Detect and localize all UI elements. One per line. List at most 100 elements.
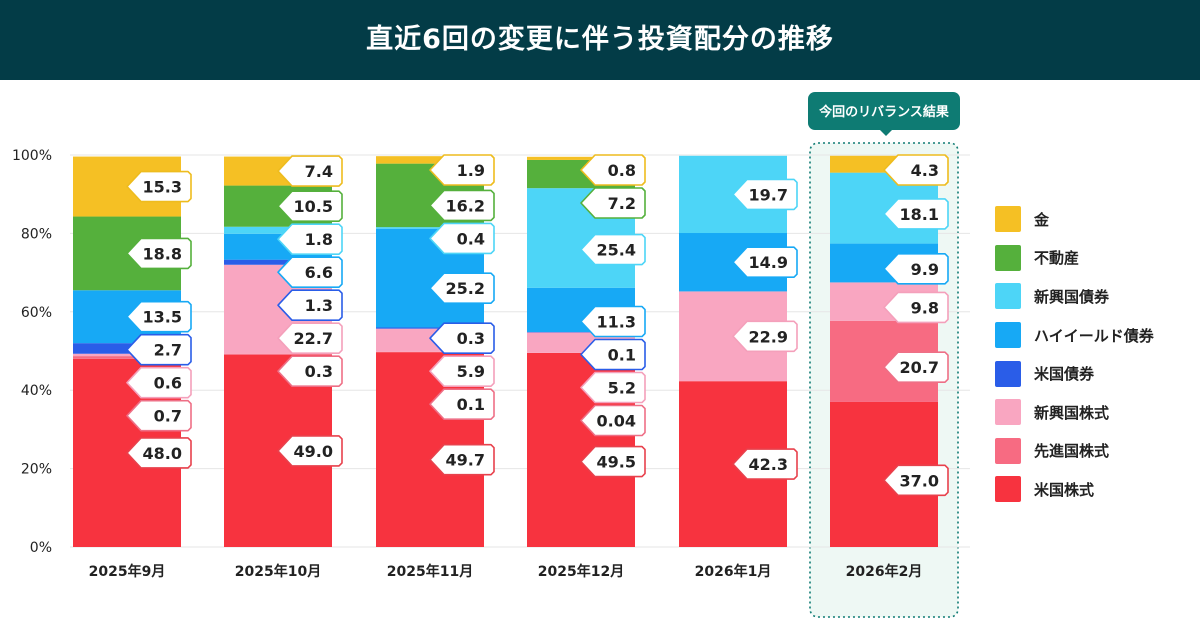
data-label: 25.4 (597, 241, 636, 260)
data-label-box (277, 355, 343, 387)
data-label: 1.3 (305, 296, 333, 315)
data-label: 7.4 (305, 162, 333, 181)
legend-item: 不動産 (995, 239, 1154, 278)
y-tick-label: 20% (21, 462, 52, 478)
legend-item: 先進国株式 (995, 432, 1154, 471)
legend-swatch (995, 476, 1021, 503)
data-label: 22.7 (294, 329, 333, 348)
legend-swatch (995, 244, 1021, 271)
data-label: 10.5 (294, 197, 333, 216)
data-label-box (732, 320, 798, 353)
legend: 金不動産 新興国債券 ハイイールド債券 米国債券 新興国株式 先進国株式 米国株式 (995, 200, 1154, 509)
data-label: 49.0 (294, 442, 333, 461)
data-label: 5.2 (608, 379, 636, 398)
legend-label: 新興国株式 (1034, 403, 1110, 422)
data-label: 4.3 (911, 161, 939, 180)
data-label-box (429, 388, 495, 420)
data-label: 5.9 (457, 362, 485, 381)
y-tick-label: 80% (21, 226, 52, 242)
data-label-box (277, 322, 343, 354)
data-label: 18.8 (143, 244, 182, 263)
bar-segment (376, 227, 484, 229)
data-label: 6.6 (305, 263, 333, 282)
y-tick-label: 40% (21, 383, 52, 399)
data-label-box (580, 305, 646, 338)
data-label: 22.9 (749, 327, 788, 346)
data-label-box (126, 437, 192, 469)
legend-label: 金 (1034, 210, 1050, 229)
legend-label: 米国株式 (1034, 480, 1095, 499)
legend-item: 金 (995, 200, 1154, 239)
callout-text: 今回のリバランス結果 (818, 104, 949, 120)
bar-segment (73, 353, 181, 357)
data-label-box (883, 464, 949, 497)
data-label-box (732, 448, 798, 480)
bar-segment (224, 353, 332, 355)
data-label-box (126, 237, 192, 270)
data-label: 0.6 (154, 374, 182, 393)
data-label-box (126, 170, 192, 203)
data-label: 42.3 (749, 455, 788, 474)
y-tick-label: 100% (12, 148, 52, 164)
data-label-box (429, 189, 495, 222)
legend-label: 不動産 (1034, 249, 1080, 268)
data-label: 18.1 (900, 205, 939, 224)
y-tick-label: 0% (30, 540, 52, 556)
legend-item: ハイイールド債券 (995, 316, 1154, 355)
data-label: 0.3 (305, 362, 333, 381)
x-tick-label: 2026年2月 (846, 563, 923, 580)
data-label: 9.8 (911, 298, 939, 317)
data-label-box (429, 272, 495, 304)
data-label-box (277, 289, 343, 321)
data-label: 0.8 (608, 161, 636, 180)
bar-segment (73, 343, 181, 354)
data-label-box (126, 366, 192, 399)
legend-label: ハイイールド債券 (1034, 326, 1154, 345)
legend-swatch (995, 399, 1021, 426)
legend-swatch (995, 283, 1021, 310)
bar-segment (527, 156, 635, 160)
legend-item: 米国株式 (995, 470, 1154, 509)
data-label-box (580, 445, 646, 478)
data-label-box (883, 291, 949, 324)
legend-label: 米国債券 (1034, 365, 1095, 384)
data-label: 19.7 (749, 185, 788, 204)
data-label-box (126, 300, 192, 333)
legend-item: 米国債券 (995, 354, 1154, 393)
y-tick-label: 60% (21, 305, 52, 321)
data-label: 48.0 (143, 444, 182, 463)
data-label-box (429, 355, 495, 387)
data-label-box (883, 154, 949, 186)
data-label: 25.2 (446, 279, 485, 298)
data-label-box (126, 333, 192, 366)
data-label: 7.2 (608, 194, 636, 213)
chart-title: 直近6回の変更に伴う投資配分の推移 (0, 0, 1200, 80)
data-label-box (580, 187, 646, 219)
x-tick-label: 2025年12月 (538, 563, 624, 580)
data-label: 37.0 (900, 471, 939, 490)
data-label: 0.04 (597, 412, 636, 431)
data-label-box (580, 404, 646, 437)
x-tick-label: 2025年11月 (387, 563, 473, 580)
data-label-box (429, 443, 495, 476)
data-label-box (883, 252, 949, 285)
data-label: 0.1 (457, 395, 485, 414)
data-label: 14.9 (749, 253, 788, 272)
data-label: 2.7 (154, 341, 182, 360)
data-label-box (277, 190, 343, 222)
bar-segment (376, 327, 484, 329)
legend-swatch (995, 360, 1021, 387)
data-label-box (126, 399, 192, 432)
data-label: 1.8 (305, 230, 333, 249)
data-label: 20.7 (900, 358, 939, 377)
legend-swatch (995, 206, 1021, 233)
callout-pointer (880, 130, 892, 136)
data-label-box (429, 222, 495, 255)
data-label: 13.5 (143, 308, 182, 327)
bar-segment (73, 356, 181, 359)
data-label: 11.3 (597, 313, 636, 332)
data-label-box (732, 246, 798, 279)
legend-swatch (995, 437, 1021, 464)
data-label-box (580, 233, 646, 266)
data-label: 1.9 (457, 161, 485, 180)
